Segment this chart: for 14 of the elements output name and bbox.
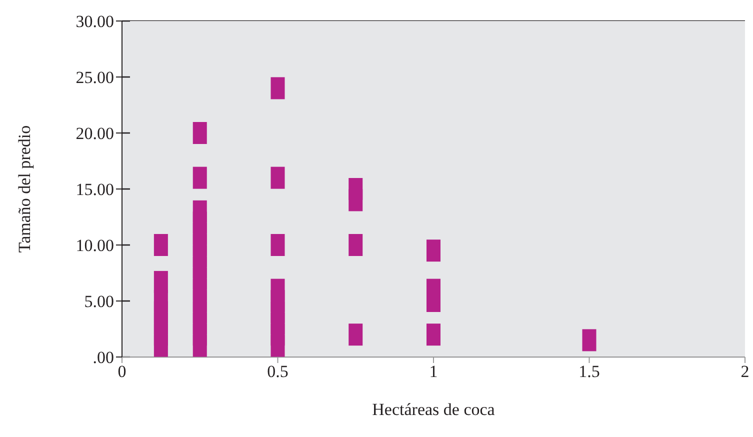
- x-tick-label: 2: [740, 362, 750, 382]
- y-tick-label: .00: [92, 348, 114, 368]
- x-tick-label: 0.5: [267, 362, 288, 382]
- y-tick-label: 10.00: [76, 236, 114, 256]
- x-tick-label: 1.5: [578, 362, 600, 382]
- y-tick-label: 5.00: [84, 292, 114, 312]
- y-tick-label: 30.00: [76, 12, 114, 32]
- x-tick-label: 0: [118, 362, 126, 382]
- y-tick-label: 20.00: [76, 124, 114, 144]
- y-axis-title: Tamaño del predio: [15, 125, 34, 253]
- x-tick-label: 1: [429, 362, 438, 382]
- x-axis-title: Hectáreas de coca: [372, 400, 496, 419]
- y-tick-label: 15.00: [76, 180, 114, 200]
- y-tick-label: 25.00: [76, 68, 114, 88]
